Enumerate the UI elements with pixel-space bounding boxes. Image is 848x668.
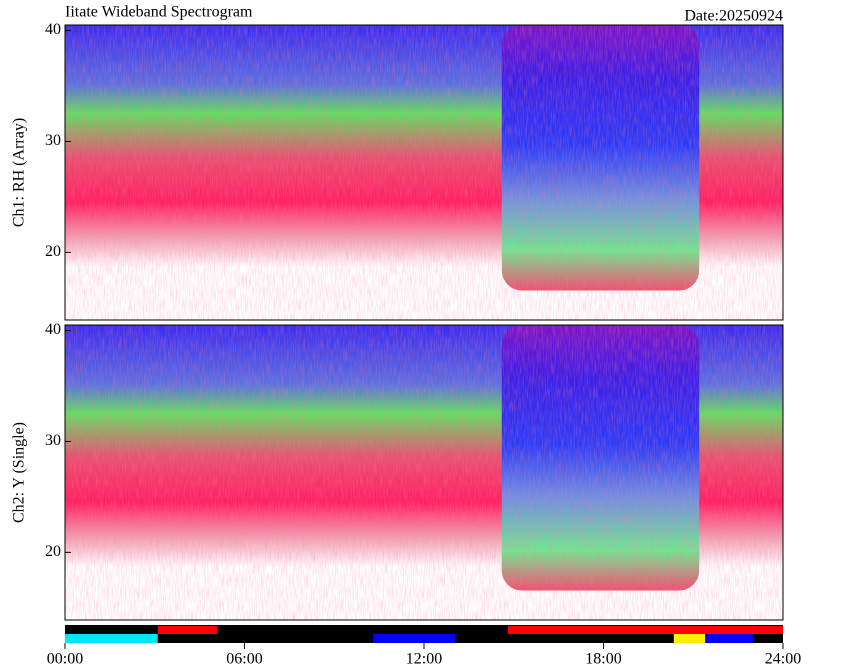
y-tick-label: 20 [45, 543, 61, 560]
x-tick-label: 12:00 [406, 651, 442, 668]
status-segment [705, 634, 754, 643]
y-tick-label: 40 [45, 321, 61, 338]
y-axis-label: Ch1: RH (Array) [11, 118, 28, 227]
date-label: Date:20250924 [684, 8, 783, 25]
y-tick-label: 30 [45, 132, 61, 149]
status-segment [373, 634, 456, 643]
status-segment [65, 634, 158, 643]
y-tick-label: 40 [45, 21, 61, 38]
status-segment [157, 626, 218, 634]
x-tick-label: 18:00 [585, 651, 621, 668]
status-segment [673, 634, 706, 643]
chart-title: Iitate Wideband Spectrogram [65, 4, 253, 21]
spectrogram-noise [65, 325, 783, 620]
spectrogram-noise [65, 25, 783, 320]
y-tick-label: 30 [45, 432, 61, 449]
panel-frame [64, 24, 784, 321]
panel-frame [64, 324, 784, 621]
y-tick-label: 20 [45, 243, 61, 260]
x-tick-label: 24:00 [765, 651, 801, 668]
status-segment [507, 626, 783, 634]
y-axis-label: Ch2: Y (Single) [11, 422, 28, 523]
x-tick-label: 06:00 [226, 651, 262, 668]
x-tick-label: 00:00 [47, 651, 83, 668]
